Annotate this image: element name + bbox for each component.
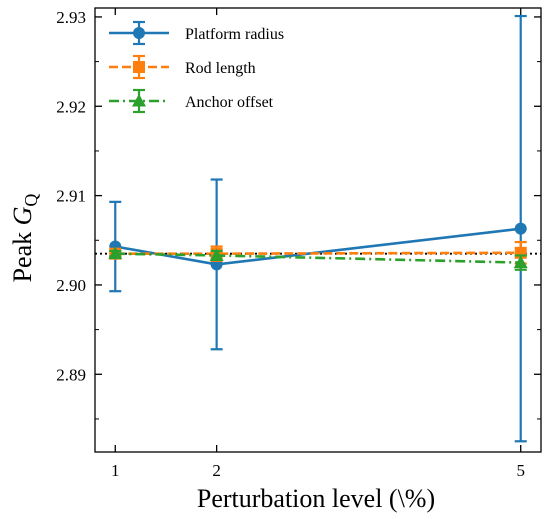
plot-area <box>95 14 541 443</box>
axis-labels: Perturbation level (\%) Peak GQ <box>8 194 435 513</box>
legend-marker <box>132 94 146 107</box>
y-tick-label-1: 2.90 <box>56 276 86 295</box>
data-point <box>209 248 224 261</box>
y-tick-label-3: 2.92 <box>56 97 86 116</box>
legend-label-1: Rod length <box>185 60 256 77</box>
y-tick-label-4: 2.93 <box>56 8 86 27</box>
legend: Platform radius Rod length Anchor offset <box>109 20 284 114</box>
series-0 <box>109 14 527 443</box>
plot-frame <box>94 7 542 453</box>
y-tick-label-2: 2.91 <box>56 187 86 206</box>
series-2 <box>108 246 528 271</box>
y-tick-label-0: 2.89 <box>56 365 86 384</box>
legend-marker <box>133 61 145 73</box>
legend-entry-2: Anchor offset <box>109 88 274 114</box>
series-line-1 <box>115 251 521 255</box>
data-point <box>513 255 528 269</box>
x-tick-label-2: 5 <box>516 461 525 480</box>
legend-marker <box>133 27 145 39</box>
y-axis-label-symbol: G <box>8 206 37 225</box>
legend-label-2: Anchor offset <box>185 94 274 111</box>
x-axis-label: Perturbation level (\%) <box>197 484 435 513</box>
x-tick-label-0: 1 <box>111 461 120 480</box>
data-point <box>514 222 527 235</box>
axes: 2.89 2.90 2.91 2.92 2.93 1 2 5 <box>56 7 542 480</box>
legend-entry-1: Rod length <box>109 54 256 80</box>
data-point <box>108 246 123 260</box>
legend-label-0: Platform radius <box>185 26 284 43</box>
y-axis-label-text: Peak <box>8 225 37 282</box>
y-axis-label: Peak GQ <box>8 194 41 283</box>
x-tick-label-1: 2 <box>212 461 221 480</box>
legend-entry-0: Platform radius <box>109 20 284 46</box>
y-axis-label-subscript: Q <box>21 194 41 207</box>
